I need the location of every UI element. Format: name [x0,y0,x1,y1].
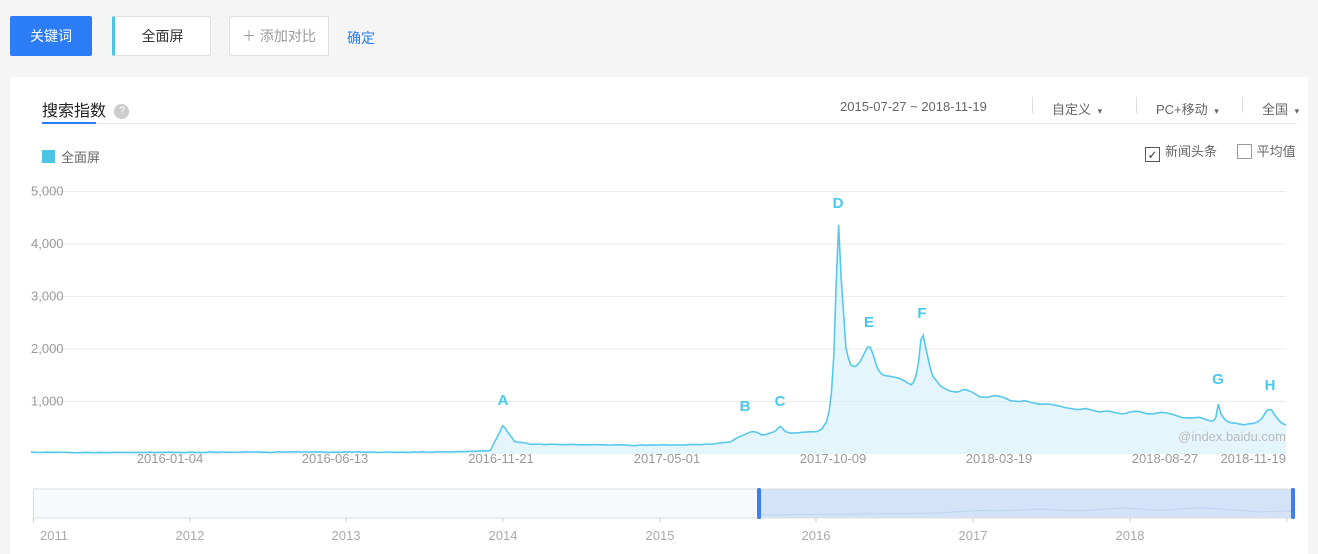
svg-text:2017: 2017 [959,528,988,543]
svg-text:2016: 2016 [802,528,831,543]
svg-text:2016-06-13: 2016-06-13 [302,451,369,466]
svg-text:2,000: 2,000 [31,341,64,356]
svg-text:2014: 2014 [489,528,518,543]
svg-text:1,000: 1,000 [31,394,64,409]
svg-text:2017-05-01: 2017-05-01 [634,451,701,466]
svg-text:2016-11-21: 2016-11-21 [468,451,534,466]
svg-text:2016-01-04: 2016-01-04 [137,451,204,466]
svg-text:2013: 2013 [332,528,361,543]
svg-text:2012: 2012 [176,528,205,543]
svg-text:2011: 2011 [40,528,68,543]
svg-text:2018-08-27: 2018-08-27 [1132,451,1199,466]
svg-text:@index.baidu.com: @index.baidu.com [1178,429,1286,444]
svg-text:2018-03-19: 2018-03-19 [966,451,1033,466]
svg-text:H: H [1265,377,1276,394]
svg-text:2015: 2015 [646,528,675,543]
svg-text:5,000: 5,000 [31,184,64,199]
svg-text:E: E [864,314,874,331]
svg-text:F: F [917,305,926,322]
svg-text:B: B [740,398,751,415]
svg-text:3,000: 3,000 [31,289,64,304]
svg-text:2018-11-19: 2018-11-19 [1220,451,1286,466]
svg-text:G: G [1212,371,1224,388]
svg-text:2017-10-09: 2017-10-09 [800,451,867,466]
svg-text:C: C [775,393,786,410]
svg-text:A: A [498,392,509,409]
svg-text:2018: 2018 [1116,528,1145,543]
svg-text:4,000: 4,000 [31,236,64,251]
svg-text:D: D [833,195,844,212]
